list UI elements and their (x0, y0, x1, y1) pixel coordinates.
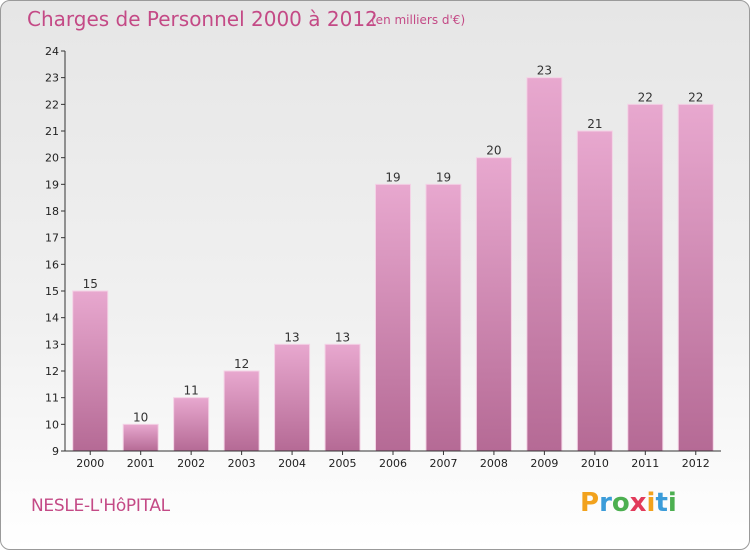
value-label-2006: 19 (385, 170, 400, 184)
value-label-2008: 20 (486, 144, 501, 158)
bar-2000 (72, 290, 109, 452)
y-tick-label-11: 11 (45, 392, 59, 405)
logo-letter: P (580, 488, 600, 518)
x-tick-label-2003: 2003 (228, 457, 256, 470)
bar-2005 (324, 343, 361, 452)
x-tick-label-2009: 2009 (530, 457, 558, 470)
x-tick-label-2012: 2012 (682, 457, 710, 470)
logo-letter: i (667, 488, 677, 518)
x-tick-label-2002: 2002 (177, 457, 205, 470)
y-tick-label-22: 22 (45, 98, 59, 111)
value-label-2004: 13 (284, 330, 299, 344)
x-tick-label-2000: 2000 (76, 457, 104, 470)
value-label-2001: 10 (133, 410, 148, 424)
x-tick-label-2008: 2008 (480, 457, 508, 470)
y-tick-label-13: 13 (45, 338, 59, 351)
y-tick-label-19: 19 (45, 178, 59, 191)
y-tick-label-20: 20 (45, 152, 59, 165)
logo-letter: x (629, 488, 647, 518)
y-tick-label-15: 15 (45, 285, 59, 298)
y-tick-label-10: 10 (45, 418, 59, 431)
x-tick-label-2004: 2004 (278, 457, 306, 470)
y-tick-label-17: 17 (45, 232, 59, 245)
bar-2006 (375, 183, 411, 452)
logo-letter: i (646, 488, 656, 518)
value-label-2005: 13 (335, 330, 350, 344)
y-tick-label-9: 9 (52, 445, 59, 458)
y-tick-label-14: 14 (45, 312, 59, 325)
x-tick-label-2001: 2001 (127, 457, 155, 470)
y-tick-label-12: 12 (45, 365, 59, 378)
value-label-2010: 21 (587, 117, 602, 131)
x-tick-label-2005: 2005 (329, 457, 357, 470)
place-name: NESLE-L'HôPITAL (31, 496, 170, 516)
axes (61, 50, 721, 455)
x-tick-label-2006: 2006 (379, 457, 407, 470)
logo-letter: t (655, 488, 668, 518)
x-tick-label-2007: 2007 (429, 457, 457, 470)
chart-subtitle: (en milliers d'€) (371, 13, 466, 27)
logo-letter: o (611, 488, 630, 518)
y-tick-label-18: 18 (45, 205, 59, 218)
bar-2012 (677, 103, 714, 452)
x-tick-label-2011: 2011 (631, 457, 659, 470)
bar-2010 (576, 130, 613, 452)
value-label-2007: 19 (436, 170, 451, 184)
chart-title: Charges de Personnel 2000 à 2012 (27, 7, 378, 31)
bar-series (72, 77, 714, 452)
value-label-2003: 12 (234, 357, 249, 371)
bar-2003 (223, 370, 260, 452)
bar-2002 (173, 397, 210, 452)
y-tick-label-24: 24 (45, 45, 59, 58)
value-label-2009: 23 (537, 64, 552, 78)
bar-2011 (627, 103, 664, 452)
y-tick-label-23: 23 (45, 72, 59, 85)
value-label-2000: 15 (83, 277, 98, 291)
value-label-2002: 11 (184, 384, 199, 398)
y-tick-label-16: 16 (45, 258, 59, 271)
y-tick-label-21: 21 (45, 125, 59, 138)
bar-2001 (122, 423, 159, 452)
logo-letter: r (599, 488, 612, 518)
bar-2007 (425, 183, 462, 452)
bar-2009 (526, 77, 563, 452)
x-tick-label-2010: 2010 (581, 457, 609, 470)
value-label-2011: 22 (638, 90, 653, 104)
proxiti-logo[interactable]: Proxiti (580, 488, 677, 518)
bar-2008 (475, 157, 512, 452)
labels: 15 2000 10 2001 11 2002 12 2003 13 2004 13 2005 19 20… (45, 45, 710, 470)
value-label-2012: 22 (688, 90, 703, 104)
bar-2004 (274, 343, 311, 452)
